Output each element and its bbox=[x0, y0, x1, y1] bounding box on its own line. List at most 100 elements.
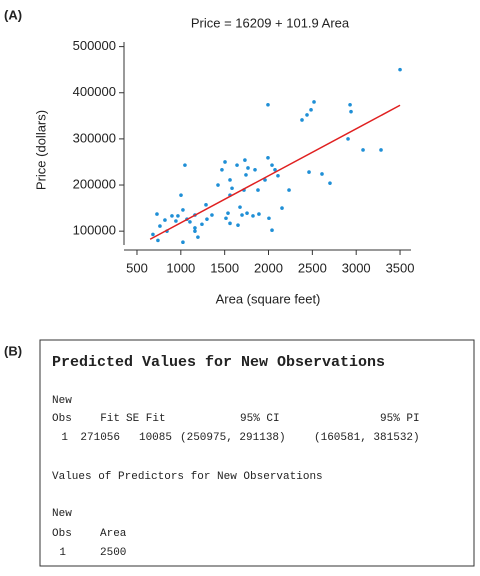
point bbox=[307, 170, 311, 174]
x-tick-label: 1500 bbox=[210, 260, 239, 275]
cell: (250975, 291138) bbox=[180, 432, 286, 444]
point bbox=[223, 160, 227, 164]
col-header: Obs bbox=[52, 528, 72, 540]
group-header: New bbox=[52, 395, 72, 407]
point bbox=[238, 205, 242, 209]
point bbox=[236, 223, 240, 227]
point bbox=[174, 219, 178, 223]
point bbox=[204, 203, 208, 207]
cell: 1 bbox=[59, 547, 66, 559]
point bbox=[287, 188, 291, 192]
col-header: Obs bbox=[52, 413, 72, 425]
point bbox=[163, 218, 167, 222]
point bbox=[300, 118, 304, 122]
point bbox=[270, 163, 274, 167]
y-tick-label: 300000 bbox=[73, 130, 116, 145]
point bbox=[276, 173, 280, 178]
cell: 1 bbox=[61, 432, 68, 444]
point bbox=[170, 214, 174, 218]
x-tick-label: 500 bbox=[126, 260, 148, 275]
point bbox=[398, 67, 402, 72]
output-subtitle: Values of Predictors for New Observation… bbox=[52, 471, 323, 483]
point bbox=[196, 235, 200, 239]
chart-title: Price = 16209 + 101.9 Area bbox=[191, 15, 350, 30]
point bbox=[220, 167, 224, 172]
point bbox=[244, 173, 248, 177]
y-tick-label: 400000 bbox=[73, 84, 116, 99]
point bbox=[256, 188, 260, 192]
point bbox=[200, 222, 204, 227]
cell: (160581, 381532) bbox=[314, 432, 420, 444]
y-tick-label: 500000 bbox=[73, 38, 116, 53]
point bbox=[240, 213, 244, 217]
point bbox=[361, 148, 365, 152]
point bbox=[348, 102, 352, 107]
y-axis-title: Price (dollars) bbox=[33, 110, 48, 190]
point bbox=[379, 148, 383, 152]
point bbox=[156, 238, 160, 243]
point bbox=[228, 221, 232, 226]
point bbox=[245, 211, 249, 215]
col-header: SE Fit bbox=[126, 413, 166, 425]
panel-label: (B) bbox=[4, 343, 22, 358]
point bbox=[263, 178, 267, 182]
cell: 10085 bbox=[139, 432, 172, 444]
y-tick-label: 200000 bbox=[73, 176, 116, 191]
point bbox=[270, 228, 274, 233]
point bbox=[226, 211, 230, 215]
point bbox=[224, 216, 228, 221]
point bbox=[176, 214, 180, 218]
point bbox=[320, 172, 324, 176]
x-tick-label: 3500 bbox=[386, 260, 415, 275]
y-tick-label: 100000 bbox=[73, 223, 116, 238]
col-header: 95% PI bbox=[380, 413, 420, 425]
point bbox=[243, 158, 247, 162]
point bbox=[267, 216, 271, 221]
point bbox=[181, 240, 185, 245]
panel-label: (A) bbox=[4, 7, 22, 22]
x-tick-label: 2000 bbox=[254, 260, 283, 275]
col-header: Area bbox=[100, 528, 127, 540]
point bbox=[183, 163, 187, 167]
cell: 271056 bbox=[80, 432, 120, 444]
point bbox=[228, 178, 232, 182]
point bbox=[257, 212, 261, 216]
point bbox=[328, 181, 332, 185]
point bbox=[158, 224, 162, 228]
point bbox=[193, 226, 197, 230]
point bbox=[253, 167, 257, 172]
point bbox=[230, 186, 234, 191]
group-header: New bbox=[52, 508, 72, 520]
point bbox=[309, 108, 313, 112]
point bbox=[155, 212, 159, 216]
col-header: 95% CI bbox=[240, 413, 280, 425]
point bbox=[151, 232, 155, 237]
point bbox=[273, 167, 277, 172]
point bbox=[246, 166, 250, 170]
point bbox=[179, 193, 183, 197]
point bbox=[235, 163, 239, 167]
x-axis-title: Area (square feet) bbox=[216, 291, 321, 306]
output-box bbox=[39, 339, 475, 567]
point bbox=[251, 214, 255, 218]
point bbox=[312, 100, 316, 104]
point bbox=[266, 156, 270, 160]
x-tick-label: 2500 bbox=[298, 260, 327, 275]
x-tick-label: 3000 bbox=[342, 260, 371, 275]
x-tick-label: 1000 bbox=[166, 260, 195, 275]
point bbox=[346, 137, 350, 141]
fit-line bbox=[149, 104, 401, 240]
point bbox=[193, 229, 197, 233]
point bbox=[181, 208, 185, 212]
col-header: Fit bbox=[100, 413, 120, 425]
point bbox=[266, 102, 270, 107]
point bbox=[210, 213, 214, 217]
point bbox=[205, 217, 209, 221]
output-title: Predicted Values for New Observations bbox=[52, 354, 385, 371]
cell: 2500 bbox=[100, 547, 126, 559]
point bbox=[305, 113, 309, 117]
point bbox=[216, 183, 220, 187]
point bbox=[280, 206, 284, 210]
